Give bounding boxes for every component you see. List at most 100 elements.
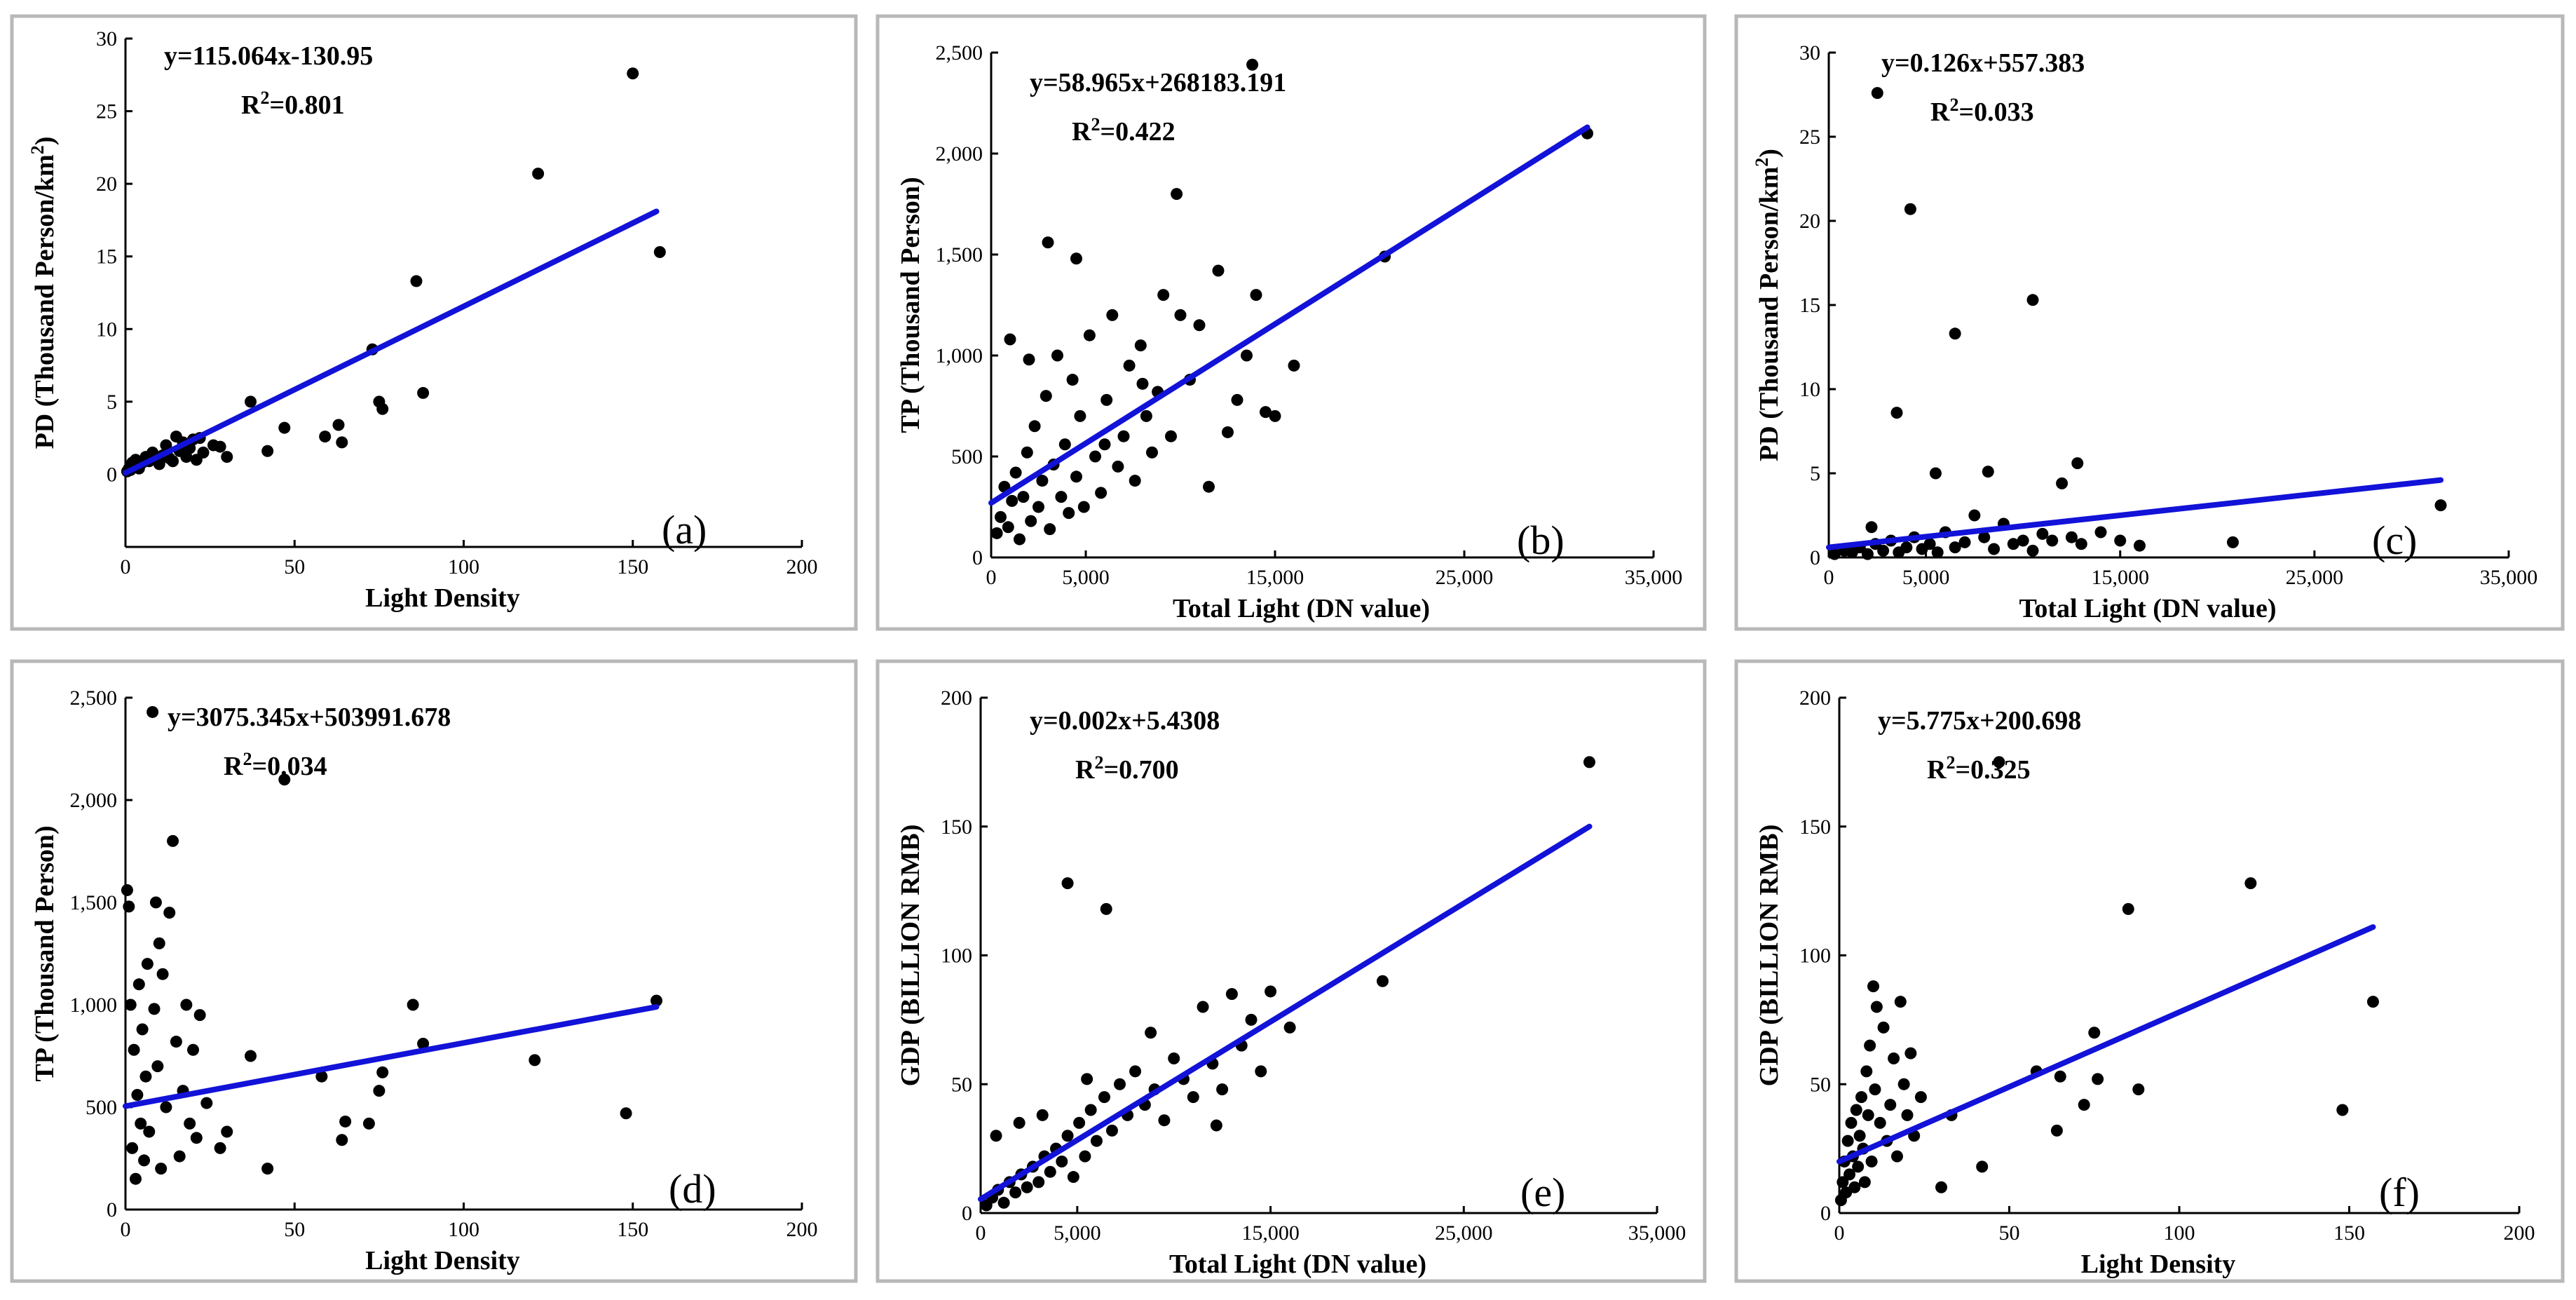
data-point <box>123 900 135 913</box>
data-point <box>1877 1021 1890 1034</box>
r-squared-label: R2=0.801 <box>241 88 345 121</box>
x-axis-label: Light Density <box>2081 1250 2236 1279</box>
x-tick-label: 25,000 <box>1436 566 1494 589</box>
regression-equation: y=58.965x+268183.191 <box>1030 68 1286 97</box>
data-point <box>1836 1176 1849 1189</box>
data-point <box>1025 515 1037 527</box>
data-point <box>1171 188 1183 201</box>
data-point <box>417 1037 430 1050</box>
data-point <box>1852 1160 1865 1173</box>
data-point <box>1848 1181 1861 1193</box>
data-point <box>1923 538 1936 550</box>
data-point <box>1157 289 1170 302</box>
data-point <box>214 440 226 453</box>
data-point <box>135 1117 147 1130</box>
y-tick-label: 0 <box>972 546 983 569</box>
x-tick-label: 200 <box>786 1218 818 1241</box>
data-point <box>1246 58 1259 71</box>
y-tick-label: 200 <box>1799 686 1831 710</box>
data-point <box>1222 426 1234 438</box>
data-point <box>1210 1119 1222 1132</box>
data-point <box>2026 294 2039 306</box>
data-point <box>1114 1078 1126 1090</box>
y-tick-label: 20 <box>96 172 117 196</box>
x-tick-label: 5,000 <box>1902 566 1950 589</box>
y-tick-label: 150 <box>1799 815 1831 839</box>
data-point <box>1140 409 1152 422</box>
data-point <box>131 1088 144 1101</box>
y-tick-label: 2,000 <box>936 142 983 165</box>
data-point <box>1841 1135 1854 1147</box>
data-point <box>1105 1124 1118 1137</box>
chart-svg-d: 0 50 100 150 200 0 500 1,000 1,500 2,000 2,500 Ligh… <box>10 659 858 1283</box>
y-tick-label: 100 <box>941 944 972 968</box>
chart-svg-e: 0 5,000 15,000 25,000 35,000 0 50 100 150 200 Tota… <box>875 659 1707 1283</box>
data-point <box>1117 430 1130 442</box>
data-point <box>529 1054 541 1067</box>
data-point <box>136 1023 149 1036</box>
data-point <box>2071 457 2084 470</box>
data-point <box>1187 1091 1199 1104</box>
data-point <box>1269 409 1281 422</box>
data-point <box>1976 1160 1989 1173</box>
data-point <box>155 1163 168 1175</box>
chart-panel-c: 0 5,000 15,000 25,000 35,000 0 5 10 15 20 25 30 Tota… <box>1734 14 2565 631</box>
x-axis-label: Total Light (DN value) <box>1169 1250 1426 1279</box>
data-point <box>1070 252 1082 265</box>
panel-label: (f) <box>2379 1170 2420 1215</box>
data-point <box>332 419 345 431</box>
regression-line <box>988 124 1590 506</box>
data-point <box>1095 487 1108 499</box>
data-point <box>1089 450 1101 463</box>
data-point <box>124 998 137 1011</box>
data-point <box>1982 466 1994 478</box>
data-point <box>627 67 639 80</box>
panel-frame <box>10 659 858 1283</box>
data-point <box>1044 1165 1056 1178</box>
data-point <box>141 958 154 970</box>
data-point <box>1066 374 1079 386</box>
data-point <box>1009 1186 1022 1199</box>
chart-svg-c: 0 5,000 15,000 25,000 35,000 0 5 10 15 20 25 30 Tota… <box>1734 14 2565 631</box>
data-point <box>1146 446 1158 459</box>
data-point <box>1136 377 1149 390</box>
data-point <box>653 246 666 258</box>
data-point <box>1014 533 1025 546</box>
data-point <box>1993 756 2005 769</box>
data-point <box>2132 1083 2145 1096</box>
data-point <box>1033 501 1044 513</box>
data-point <box>197 446 210 459</box>
data-point <box>1867 980 1879 993</box>
x-tick-label: 5,000 <box>1054 1221 1101 1245</box>
data-point <box>376 402 389 415</box>
data-point <box>1055 491 1068 503</box>
data-point <box>129 1172 142 1185</box>
y-tick-label: 100 <box>1799 944 1831 968</box>
data-point <box>1888 1052 1900 1064</box>
data-point <box>1845 1116 1858 1129</box>
data-point <box>1870 1001 1883 1013</box>
data-point <box>149 896 162 909</box>
x-tick-label: 100 <box>448 1218 479 1241</box>
data-point <box>1100 393 1113 406</box>
x-tick-label: 150 <box>617 1218 648 1241</box>
data-point <box>1073 1116 1086 1129</box>
y-tick-label: 500 <box>951 445 983 468</box>
data-point <box>997 1196 1010 1209</box>
y-tick-label: 0 <box>1810 546 1820 569</box>
data-point <box>339 1115 352 1128</box>
data-point <box>650 994 663 1007</box>
data-point <box>1850 1104 1862 1116</box>
x-tick-label: 50 <box>284 555 305 578</box>
y-tick-label: 0 <box>962 1202 972 1225</box>
y-tick-label: 1,000 <box>70 994 118 1017</box>
data-point <box>620 1107 632 1120</box>
x-tick-label: 0 <box>1834 1221 1845 1245</box>
data-point <box>1283 1021 1296 1034</box>
y-tick-label: 0 <box>1820 1202 1831 1225</box>
data-point <box>1006 494 1018 507</box>
data-point <box>1028 420 1041 433</box>
data-point <box>532 168 545 180</box>
x-tick-label: 15,000 <box>1246 566 1304 589</box>
data-point <box>1844 1168 1856 1181</box>
